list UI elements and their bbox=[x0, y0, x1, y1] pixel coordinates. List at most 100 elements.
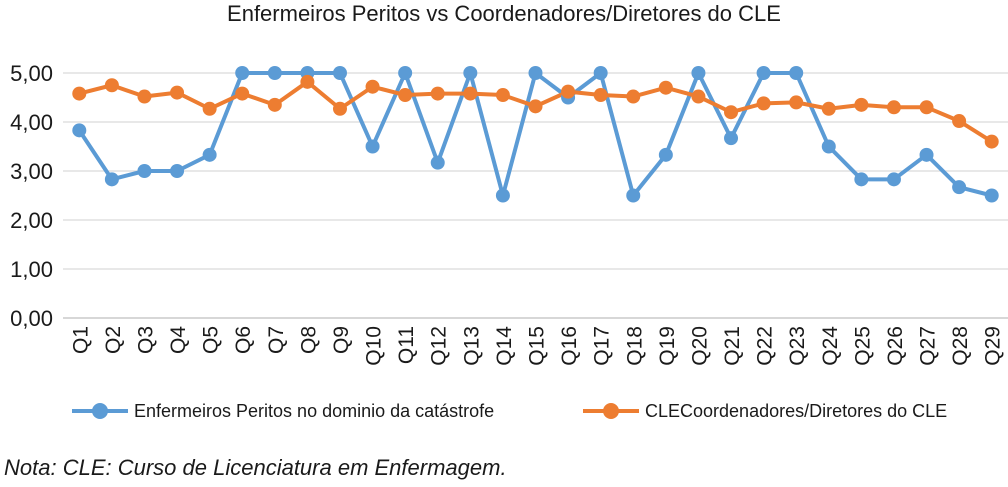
data-point bbox=[789, 66, 804, 80]
x-tick-label: Q21 bbox=[721, 326, 744, 366]
x-tick-label: Q12 bbox=[428, 326, 451, 366]
x-tick-label: Q2 bbox=[102, 326, 125, 354]
x-tick-label: Q4 bbox=[167, 326, 190, 354]
data-point bbox=[593, 88, 608, 103]
data-point bbox=[267, 66, 282, 80]
data-point bbox=[72, 86, 87, 101]
footnote: Nota: CLE: Curso de Licenciatura em Enfe… bbox=[4, 455, 507, 480]
data-point bbox=[430, 155, 445, 170]
data-point bbox=[398, 88, 413, 103]
x-tick-label: Q18 bbox=[623, 326, 646, 366]
x-tick-label: Q26 bbox=[884, 326, 907, 366]
x-tick-label: Q13 bbox=[460, 326, 483, 366]
data-point bbox=[821, 139, 836, 154]
data-point bbox=[821, 101, 836, 116]
data-point bbox=[854, 172, 869, 187]
y-tick-label: 0,00 bbox=[10, 306, 53, 331]
legend-item-coordinators: CLECoordenadores/Diretores do CLE bbox=[583, 399, 947, 423]
data-point bbox=[300, 74, 315, 89]
data-point bbox=[984, 188, 999, 203]
x-axis-tick-labels: Q1 Q2 Q3 Q4 Q5 Q6 Q7 Q8 Q9 Q10 Q11 Q12 Q13 Q14 Q15 Q16 Q… bbox=[69, 326, 1004, 366]
x-tick-label: Q19 bbox=[656, 326, 679, 366]
data-point bbox=[528, 99, 543, 114]
legend-swatch-experts bbox=[72, 401, 128, 421]
data-point bbox=[170, 85, 185, 100]
data-point bbox=[398, 66, 413, 80]
data-point bbox=[463, 66, 478, 80]
data-point bbox=[365, 139, 380, 154]
x-tick-label: Q29 bbox=[982, 326, 1005, 366]
data-point bbox=[170, 164, 185, 178]
series-points bbox=[72, 66, 999, 203]
data-point bbox=[137, 164, 152, 178]
legend-label-coordinators: CLECoordenadores/Diretores do CLE bbox=[645, 400, 948, 421]
data-point bbox=[137, 89, 152, 104]
data-point bbox=[495, 88, 510, 103]
data-point bbox=[202, 101, 217, 116]
x-tick-label: Q11 bbox=[395, 326, 418, 364]
y-tick-label: 3,00 bbox=[10, 159, 53, 184]
y-tick-label: 2,00 bbox=[10, 208, 53, 233]
data-point bbox=[756, 66, 771, 80]
data-point bbox=[691, 66, 706, 80]
data-point bbox=[626, 188, 641, 203]
data-point bbox=[658, 80, 673, 95]
data-point bbox=[104, 78, 119, 93]
data-point bbox=[724, 105, 739, 120]
x-tick-label: Q5 bbox=[200, 326, 223, 354]
data-point bbox=[789, 95, 804, 110]
legend-item-experts: Enfermeiros Peritos no dominio da catást… bbox=[72, 399, 494, 423]
data-point bbox=[267, 97, 282, 112]
data-point bbox=[561, 84, 576, 99]
y-axis-tick-labels: 0,00 1,00 2,00 3,00 4,00 5,00 bbox=[10, 61, 53, 331]
x-tick-label: Q25 bbox=[851, 326, 874, 366]
x-tick-label: Q23 bbox=[786, 326, 809, 366]
data-point bbox=[104, 172, 119, 187]
data-point bbox=[72, 123, 87, 138]
x-tick-label: Q10 bbox=[363, 326, 386, 366]
y-tick-label: 5,00 bbox=[10, 61, 53, 86]
data-point bbox=[235, 86, 250, 101]
data-point bbox=[886, 100, 901, 115]
x-tick-label: Q20 bbox=[688, 326, 711, 366]
chart-title: Enfermeiros Peritos vs Coordenadores/Dir… bbox=[227, 1, 781, 26]
data-point bbox=[952, 114, 967, 129]
x-tick-label: Q27 bbox=[917, 326, 940, 366]
x-tick-label: Q8 bbox=[297, 326, 320, 354]
x-tick-label: Q22 bbox=[754, 326, 777, 366]
data-point bbox=[332, 101, 347, 116]
x-tick-label: Q24 bbox=[819, 326, 842, 366]
x-tick-label: Q17 bbox=[591, 326, 614, 366]
data-point bbox=[365, 79, 380, 94]
x-tick-label: Q1 bbox=[69, 326, 92, 354]
data-point bbox=[984, 134, 999, 149]
data-point bbox=[886, 172, 901, 187]
data-point bbox=[430, 86, 445, 101]
x-tick-label: Q3 bbox=[134, 326, 157, 354]
data-point bbox=[854, 97, 869, 112]
data-point bbox=[658, 147, 673, 162]
data-point bbox=[495, 188, 510, 203]
line-chart: 0,001,002,003,004,005,00 Q1 Q2 Q3 Q4 Q5 Q6 Q7 Q… bbox=[10, 61, 1008, 366]
data-point bbox=[756, 96, 771, 111]
x-tick-label: Q15 bbox=[526, 326, 549, 366]
data-point bbox=[724, 131, 739, 146]
x-tick-label: Q7 bbox=[265, 326, 288, 354]
legend-swatch-coordinators bbox=[583, 401, 639, 421]
x-tick-label: Q28 bbox=[949, 326, 972, 366]
data-point bbox=[463, 86, 478, 101]
data-point bbox=[691, 89, 706, 104]
data-point bbox=[593, 66, 608, 80]
data-point bbox=[332, 66, 347, 80]
x-tick-label: Q16 bbox=[558, 326, 581, 366]
data-point bbox=[952, 180, 967, 195]
data-point bbox=[919, 100, 934, 115]
data-point bbox=[235, 66, 250, 80]
x-tick-label: Q6 bbox=[232, 326, 255, 354]
data-point bbox=[626, 89, 641, 104]
x-tick-label: Q9 bbox=[330, 326, 353, 354]
x-tick-label: Q14 bbox=[493, 326, 516, 366]
y-tick-label: 1,00 bbox=[10, 257, 53, 282]
data-point bbox=[202, 147, 217, 162]
y-tick-label: 4,00 bbox=[10, 110, 53, 135]
